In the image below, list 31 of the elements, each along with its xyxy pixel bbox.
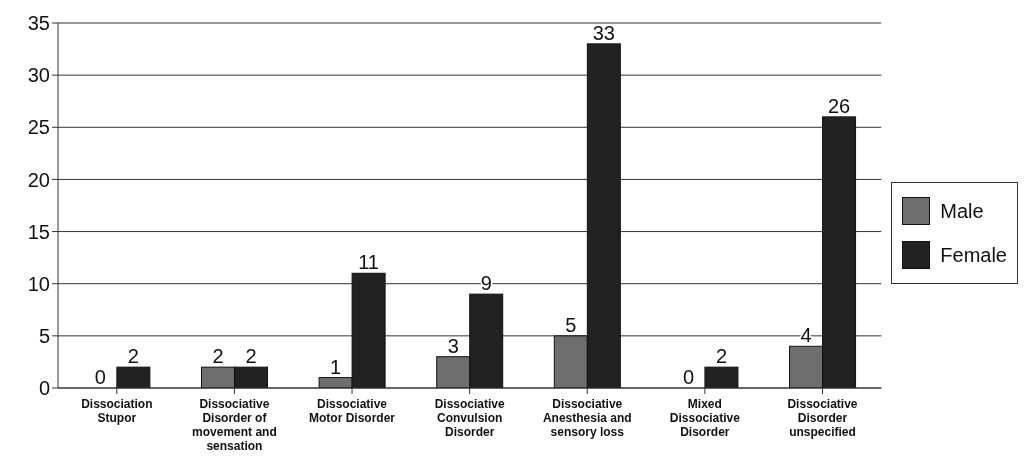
data-label: 2 xyxy=(127,345,139,368)
x-tick-label: Mixed Dissociative Disorder xyxy=(669,397,741,439)
data-label: 3 xyxy=(447,334,459,357)
x-tick-label: Dissociative Motor Disorder xyxy=(309,397,396,425)
x-tick-label: Dissociation Stupor xyxy=(81,397,153,425)
data-label: 5 xyxy=(565,313,577,336)
x-tick-label: Dissociative Disorder unspecified xyxy=(787,397,858,439)
y-tick-label: 15 xyxy=(27,220,50,243)
data-label: 2 xyxy=(212,345,224,368)
y-tick-label: 30 xyxy=(27,64,50,87)
bar xyxy=(116,366,151,388)
y-tick-label: 10 xyxy=(27,272,50,295)
data-label: 0 xyxy=(682,366,695,388)
legend-label: Female xyxy=(940,243,1007,268)
data-label: 33 xyxy=(592,21,615,44)
bar xyxy=(704,366,739,388)
data-label: 2 xyxy=(715,345,728,368)
data-label: 0 xyxy=(94,366,106,388)
x-tick-label: Dissociative Anesthesia and sensory loss xyxy=(542,397,632,439)
data-label: 11 xyxy=(358,251,379,274)
y-tick-label: 25 xyxy=(27,116,50,139)
y-tick-label: 5 xyxy=(38,324,50,347)
y-tick-label: 0 xyxy=(38,377,50,400)
x-tick-label: Dissociative Convulsion Disorder xyxy=(434,397,505,439)
x-tick-label: Dissociative Disorder of movement and sensation xyxy=(192,397,277,453)
y-tick-label: 20 xyxy=(27,168,50,191)
data-label: 1 xyxy=(330,355,342,378)
y-tick-label: 35 xyxy=(27,12,50,35)
legend-label: Male xyxy=(940,199,984,224)
data-label: 26 xyxy=(827,94,851,117)
data-label: 2 xyxy=(245,345,257,368)
